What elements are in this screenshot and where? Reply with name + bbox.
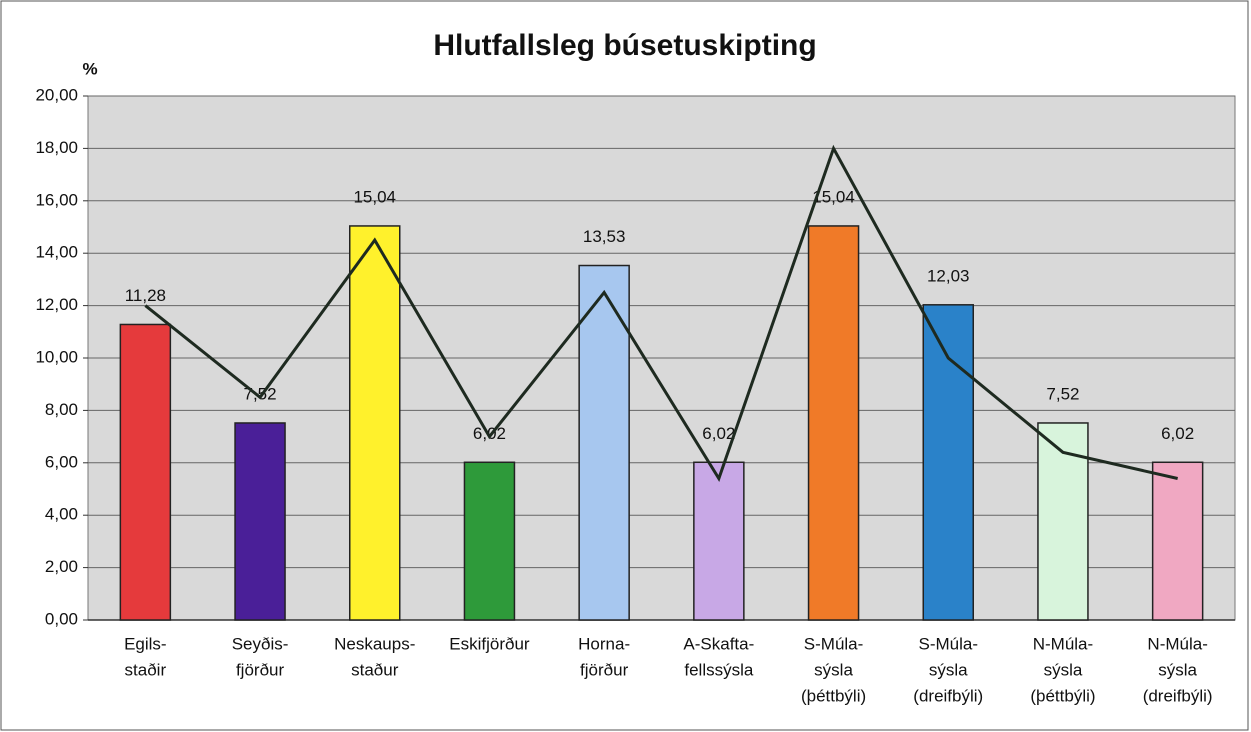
x-tick-label: Eskifjörður <box>449 634 530 653</box>
y-tick-label: 4,00 <box>45 505 78 524</box>
bar <box>119 323 172 621</box>
x-tick-label: N-Múla- <box>1147 634 1207 653</box>
x-tick-label: Seyðis- <box>232 634 289 653</box>
x-tick-label: sýsla <box>1158 660 1197 679</box>
y-tick-label: 10,00 <box>35 347 78 366</box>
value-label: 15,04 <box>812 187 855 206</box>
x-tick-label: (dreifbýli) <box>1143 686 1213 705</box>
x-tick-label: staður <box>351 660 399 679</box>
bar <box>463 461 516 621</box>
x-tick-label: (dreifbýli) <box>913 686 983 705</box>
bar <box>922 304 974 621</box>
y-tick-label: 0,00 <box>45 609 78 628</box>
y-tick-label: 6,00 <box>45 452 78 471</box>
bar <box>1151 461 1204 621</box>
y-tick-label: 18,00 <box>35 138 78 157</box>
x-tick-label: S-Múla- <box>918 634 978 653</box>
bar <box>349 225 401 621</box>
x-tick-label: (þéttbýli) <box>1030 686 1095 705</box>
value-label: 15,04 <box>353 187 396 206</box>
x-tick-label: sýsla <box>929 660 968 679</box>
bar <box>807 225 860 621</box>
y-tick-label: 16,00 <box>35 190 78 209</box>
value-label: 7,52 <box>1046 384 1079 403</box>
x-tick-label: (þéttbýli) <box>801 686 866 705</box>
y-tick-label: 8,00 <box>45 400 78 419</box>
value-label: 13,53 <box>583 227 626 246</box>
line <box>144 144 1178 482</box>
value-label: 12,03 <box>927 266 970 285</box>
x-tick-label: fjörður <box>236 660 285 679</box>
x-tick-label: A-Skafta- <box>683 634 754 653</box>
x-tick-label: Horna- <box>578 634 630 653</box>
x-tick-label: S-Múla- <box>804 634 864 653</box>
bar <box>693 461 745 621</box>
y-tick-label: 14,00 <box>35 243 78 262</box>
x-tick-label: N-Múla- <box>1033 634 1093 653</box>
chart-title: Hlutfallsleg búsetuskipting <box>433 29 816 62</box>
x-tick-label: sýsla <box>1044 660 1083 679</box>
x-tick-label: Neskaups- <box>334 634 415 653</box>
value-label: 6,02 <box>1161 424 1194 443</box>
bar <box>234 422 286 621</box>
bar <box>578 264 630 621</box>
y-tick-label: 20,00 <box>35 85 78 104</box>
value-label: 6,02 <box>473 424 506 443</box>
y-axis-label: % <box>82 59 97 78</box>
x-tick-label: Egils- <box>124 634 167 653</box>
x-tick-label: fjörður <box>580 660 629 679</box>
x-tick-label: staðir <box>125 660 167 679</box>
y-tick-label: 2,00 <box>45 557 78 576</box>
x-tick-label: fellssýsla <box>684 660 754 679</box>
value-label: 11,28 <box>125 286 166 305</box>
value-label: 6,02 <box>702 424 735 443</box>
y-tick-label: 12,00 <box>35 295 78 314</box>
x-tick-label: sýsla <box>814 660 853 679</box>
